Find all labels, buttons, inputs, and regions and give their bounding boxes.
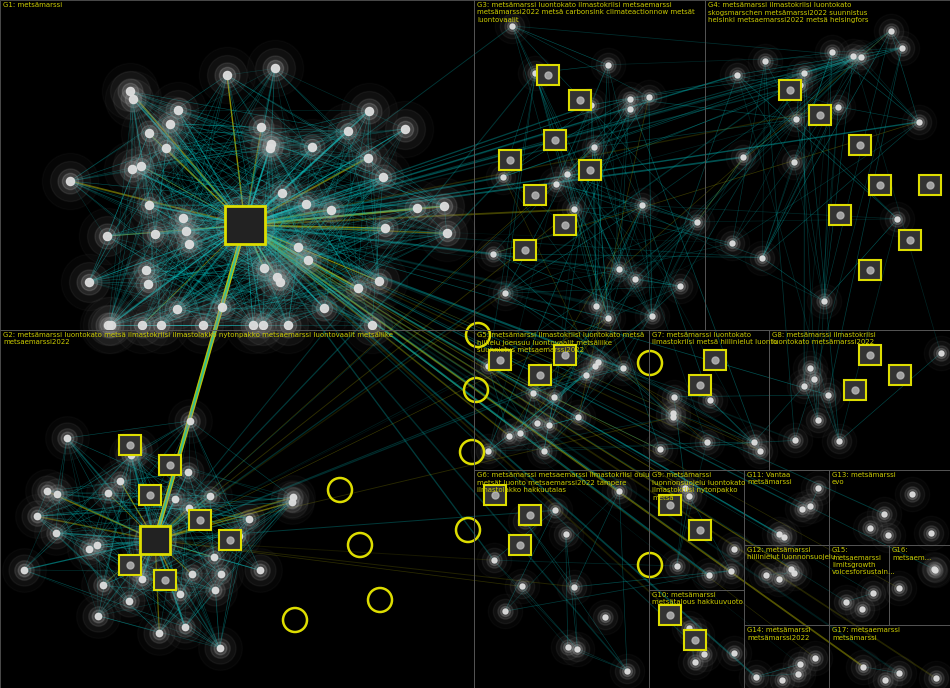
Bar <box>579 160 601 180</box>
Bar <box>844 380 866 400</box>
Text: G16:
metsaem...: G16: metsaem... <box>892 547 931 561</box>
Text: G6: metsämarssi metsaemarssi ilmastokriisi oulu
metsät luonto metsaemarssi2022 t: G6: metsämarssi metsaemarssi ilmastokrii… <box>477 472 650 493</box>
Bar <box>744 545 829 625</box>
Bar <box>529 365 551 385</box>
Bar <box>159 455 181 475</box>
Bar <box>689 520 711 540</box>
Bar <box>544 130 566 150</box>
Bar <box>659 495 681 515</box>
Text: G17: metsaemarssi
metsämarssi: G17: metsaemarssi metsämarssi <box>832 627 900 641</box>
Text: G5: metsämarssi ilmastokriisi luontokato metsä
hiilielu joensuu luontovaalit met: G5: metsämarssi ilmastokriisi luontokato… <box>477 332 644 353</box>
Text: G10: metsämarssi
metsätalous hakkuuvuoto: G10: metsämarssi metsätalous hakkuuvuoto <box>652 592 743 605</box>
Bar <box>519 505 541 525</box>
Bar <box>514 240 536 260</box>
Text: G1: metsämarssi: G1: metsämarssi <box>3 2 63 8</box>
Text: G14: metsämarssi
metsämarssi2022: G14: metsämarssi metsämarssi2022 <box>747 627 810 641</box>
Bar <box>219 530 241 550</box>
Bar <box>809 105 831 125</box>
Bar <box>744 625 829 688</box>
Bar <box>649 330 769 470</box>
Bar <box>859 260 881 280</box>
Bar <box>649 470 744 590</box>
Bar <box>474 470 649 688</box>
Text: G9: metsämarssi
luonnonsuojelu luontokato
ilmastokriisi nytonpakko
metsä: G9: metsämarssi luonnonsuojelu luontokat… <box>652 472 746 500</box>
Text: G12: metsämarssi
hiilinielut luonnonsuojelu: G12: metsämarssi hiilinielut luonnonsuoj… <box>747 547 835 561</box>
Bar <box>569 90 591 110</box>
Bar <box>779 80 801 100</box>
Text: G11: Vantaa
metsämarssi: G11: Vantaa metsämarssi <box>747 472 791 486</box>
Bar <box>119 435 141 455</box>
Bar <box>140 526 170 554</box>
Bar <box>484 485 506 505</box>
Bar <box>829 545 889 625</box>
Bar <box>474 330 649 470</box>
Bar <box>684 630 706 650</box>
Bar <box>829 625 950 688</box>
Bar <box>919 175 941 195</box>
Bar <box>489 350 511 370</box>
Bar <box>119 555 141 575</box>
Bar <box>705 0 950 330</box>
Bar <box>889 545 950 625</box>
Bar <box>139 485 161 505</box>
Text: G2: metsämarssi luontokato metsä ilmastokriisi ilmastolakko nytonpakko metsaemar: G2: metsämarssi luontokato metsä ilmasto… <box>3 332 393 345</box>
Bar <box>154 570 176 590</box>
Bar <box>0 0 474 330</box>
Bar <box>889 365 911 385</box>
Bar <box>524 185 546 205</box>
Bar <box>704 350 726 370</box>
Text: G4: metsämarssi ilmastokriisi luontokato
skogsmarschen metsämarssi2022 suunnistu: G4: metsämarssi ilmastokriisi luontokato… <box>708 2 868 23</box>
Bar <box>899 230 921 250</box>
Bar <box>554 345 576 365</box>
Bar <box>869 175 891 195</box>
Bar <box>509 535 531 555</box>
Bar <box>829 470 950 545</box>
Bar <box>829 205 851 225</box>
Bar <box>537 65 559 85</box>
Text: G15:
metsaemarssi
limitsgrowth
voicesforsustain...: G15: metsaemarssi limitsgrowth voicesfor… <box>832 547 896 575</box>
Bar <box>849 135 871 155</box>
Bar <box>769 330 950 470</box>
Text: G3: metsämarssi luontokato ilmastokriisi metsaemarssi
metsämarssi2022 metsä carb: G3: metsämarssi luontokato ilmastokriisi… <box>477 2 694 23</box>
Bar <box>474 0 705 330</box>
Bar <box>554 215 576 235</box>
Bar <box>689 375 711 395</box>
Bar <box>859 345 881 365</box>
Bar <box>744 470 829 545</box>
Bar <box>659 605 681 625</box>
Bar <box>225 206 265 244</box>
Text: G7: metsämarssi luontokato
ilmastokriisi metsä hiilinielut luonto: G7: metsämarssi luontokato ilmastokriisi… <box>652 332 777 345</box>
Bar <box>189 510 211 530</box>
Text: G8: metsämarssi ilmastokriisi
luontokato metsämarssi2022: G8: metsämarssi ilmastokriisi luontokato… <box>772 332 876 345</box>
Bar <box>0 330 474 688</box>
Bar <box>499 150 521 170</box>
Bar <box>649 590 744 688</box>
Text: G13: metsämarssi
evo: G13: metsämarssi evo <box>832 472 896 486</box>
